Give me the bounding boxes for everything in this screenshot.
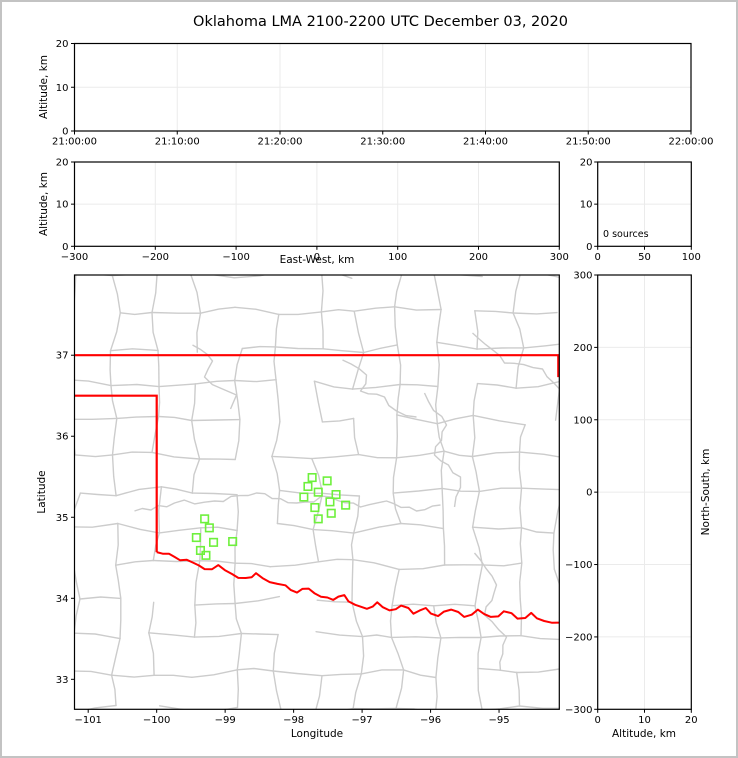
station-marker: [303, 481, 313, 492]
svg-text:21:40:00: 21:40:00: [463, 137, 508, 148]
source-count-annotation: 0 sources: [603, 229, 649, 240]
panel-east-west-height: [74, 162, 560, 247]
svg-text:200: 200: [573, 343, 592, 354]
lma-station-markers: [191, 472, 351, 560]
station-marker: [341, 500, 351, 510]
station-marker: [200, 514, 210, 524]
station-marker: [201, 550, 211, 560]
axes-east-west-height: −300 −200 −100 0 100 200 300 0 10 20: [56, 158, 569, 263]
svg-text:20: 20: [685, 715, 698, 726]
svg-text:21:10:00: 21:10:00: [155, 137, 200, 148]
svg-text:100: 100: [388, 252, 407, 263]
axes-north-south-height: 0 10 20 300 200 100 0 −100 −200 −300: [565, 271, 698, 726]
svg-text:20: 20: [580, 158, 593, 169]
map-ylabel: Latitude: [36, 470, 48, 514]
svg-text:300: 300: [573, 271, 592, 282]
station-marker: [299, 492, 309, 502]
svg-text:−101: −101: [74, 715, 101, 726]
svg-text:35: 35: [56, 513, 69, 524]
station-marker: [209, 537, 219, 547]
svg-text:20: 20: [56, 158, 69, 169]
svg-text:10: 10: [580, 200, 593, 211]
svg-text:−100: −100: [143, 715, 170, 726]
svg-text:0: 0: [595, 252, 601, 263]
ns-panel-ylabel: North-South, km: [700, 448, 712, 536]
svg-text:21:20:00: 21:20:00: [258, 137, 303, 148]
ns-panel-xlabel: Altitude, km: [611, 728, 676, 740]
svg-text:−97: −97: [352, 715, 373, 726]
svg-text:−100: −100: [565, 560, 592, 571]
svg-text:0: 0: [62, 127, 68, 138]
svg-text:10: 10: [638, 715, 651, 726]
station-marker: [310, 502, 320, 513]
svg-text:−200: −200: [142, 252, 169, 263]
svg-text:−300: −300: [61, 252, 88, 263]
svg-text:0: 0: [314, 252, 320, 263]
svg-text:−96: −96: [420, 715, 441, 726]
svg-text:10: 10: [56, 83, 69, 94]
svg-text:−100: −100: [222, 252, 249, 263]
svg-text:21:50:00: 21:50:00: [566, 137, 611, 148]
svg-text:−95: −95: [488, 715, 509, 726]
station-marker: [191, 532, 201, 543]
station-marker: [313, 514, 323, 524]
station-marker: [313, 487, 323, 497]
station-marker: [204, 523, 214, 533]
panel-plan-view-map: [74, 275, 560, 710]
svg-text:−98: −98: [283, 715, 304, 726]
station-marker: [228, 536, 238, 547]
svg-text:21:30:00: 21:30:00: [360, 137, 405, 148]
svg-text:−300: −300: [565, 705, 592, 716]
svg-text:36: 36: [56, 432, 69, 443]
svg-text:37: 37: [56, 351, 69, 362]
svg-text:100: 100: [682, 252, 701, 263]
panel-north-south-height: [597, 275, 692, 710]
county-boundaries: [74, 275, 560, 710]
svg-text:200: 200: [469, 252, 488, 263]
map-xlabel: Longitude: [290, 728, 344, 740]
svg-text:50: 50: [638, 252, 651, 263]
station-marker: [325, 497, 335, 507]
svg-text:33: 33: [56, 675, 69, 686]
svg-text:−99: −99: [215, 715, 236, 726]
ew-panel-ylabel: Altitude, km: [38, 172, 50, 237]
time-panel-ylabel: Altitude, km: [38, 55, 50, 120]
svg-text:0: 0: [595, 715, 601, 726]
svg-text:34: 34: [56, 594, 69, 605]
svg-text:21:00:00: 21:00:00: [52, 137, 97, 148]
svg-text:0: 0: [586, 242, 592, 253]
river-lines: [134, 332, 560, 672]
svg-text:300: 300: [550, 252, 569, 263]
svg-text:0: 0: [62, 242, 68, 253]
station-marker: [331, 489, 341, 500]
svg-text:20: 20: [56, 39, 69, 50]
plot-title: Oklahoma LMA 2100-2200 UTC December 03, …: [193, 14, 568, 30]
panel-source-histogram: [597, 162, 692, 247]
state-boundary: [74, 354, 560, 624]
axes-time-height: 21:00:00 21:10:00 21:20:00 21:30:00 21:40:00…: [52, 39, 713, 148]
panel-time-height: [74, 43, 691, 131]
station-marker: [326, 508, 336, 518]
axes-source-histogram: 0 50 100 0 10 20: [580, 158, 701, 263]
station-marker: [307, 472, 317, 483]
ew-panel-xlabel: East-West, km: [279, 254, 355, 266]
svg-text:−200: −200: [565, 632, 592, 643]
svg-text:100: 100: [573, 415, 592, 426]
station-marker: [195, 545, 205, 556]
axes-plan-view-map: −101 −100 −99 −98 −97 −96 −95 33 34 35 36 37: [56, 274, 560, 726]
station-marker: [322, 476, 332, 486]
svg-text:0: 0: [586, 488, 592, 499]
svg-text:22:00:00: 22:00:00: [669, 137, 714, 148]
svg-text:10: 10: [56, 200, 69, 211]
